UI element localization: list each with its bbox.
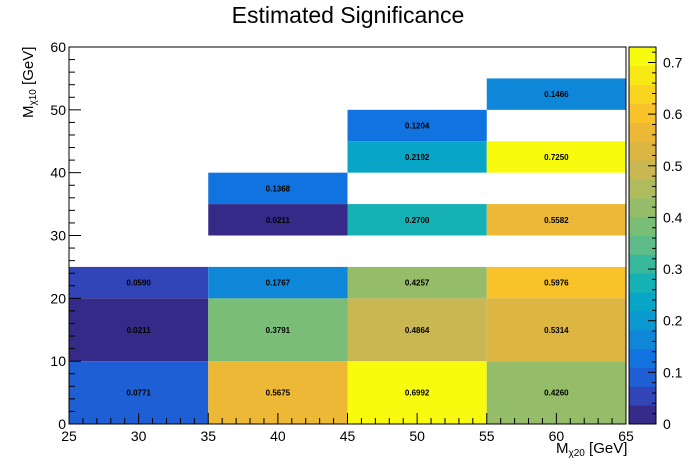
cell-label: 0.0590 — [126, 279, 151, 288]
cell-label: 0.4257 — [405, 279, 430, 288]
cell-label: 0.7250 — [544, 153, 569, 162]
colorbar-segment — [629, 197, 656, 218]
x-tick-label: 65 — [618, 428, 634, 444]
colorbar-segment — [629, 216, 656, 236]
colorbar-segment — [629, 329, 656, 350]
colorbar-segment — [629, 122, 656, 142]
colorbar-tick-label: 0.3 — [663, 261, 683, 277]
x-axis-label-main: M — [556, 440, 569, 457]
heatmap-cell — [486, 78, 626, 110]
colorbar-segment — [629, 160, 656, 180]
y-tick-label: 30 — [50, 228, 66, 244]
cell-label: 0.2192 — [405, 153, 430, 162]
y-tick-label: 50 — [50, 102, 66, 118]
colorbar-segment — [629, 273, 656, 293]
cell-label: 0.1466 — [544, 90, 569, 99]
cell-label: 0.1204 — [405, 122, 430, 131]
colorbar-tick-label: 0.4 — [663, 209, 683, 225]
heatmap-cell — [208, 298, 348, 362]
x-tick-label: 35 — [200, 428, 216, 444]
heatmap-cell — [69, 266, 209, 299]
colorbar-tick-label: 0.1 — [663, 364, 683, 380]
cell-label: 0.1368 — [266, 184, 291, 193]
cell-label: 0.3791 — [266, 326, 291, 335]
heatmap-cell — [486, 298, 626, 362]
cell-label: 0.5675 — [266, 389, 291, 398]
x-axis-label-unit: [GeV] — [584, 440, 628, 457]
colorbar-segment — [629, 47, 656, 67]
colorbar-segment — [629, 310, 656, 331]
x-tick-label: 40 — [270, 428, 286, 444]
x-tick-label: 50 — [409, 428, 425, 444]
y-tick-label: 60 — [50, 39, 66, 55]
colorbar-frame — [628, 46, 657, 425]
cell-label: 0.0211 — [266, 216, 291, 225]
colorbar-tick-label: 0.2 — [663, 313, 683, 329]
cell-label: 0.4260 — [544, 389, 569, 398]
heatmap-cell — [69, 298, 209, 362]
x-axis-label-sub: χ20 — [568, 448, 585, 459]
colorbar-segment — [629, 178, 656, 199]
heatmap-cell — [486, 266, 626, 299]
cell-label: 0.6992 — [405, 389, 430, 398]
heatmap-cell — [486, 141, 626, 173]
cell-label: 0.5976 — [544, 279, 569, 288]
cell-label: 0.4864 — [405, 326, 430, 335]
heatmap-cell — [486, 204, 626, 236]
colorbar-segment — [629, 84, 656, 105]
heatmap-cell — [208, 266, 348, 299]
x-tick-label: 25 — [61, 428, 77, 444]
heatmap-cell — [347, 298, 487, 362]
y-tick-label: 40 — [50, 165, 66, 181]
colorbar-segment — [629, 292, 656, 312]
colorbar-tick-label: 0.7 — [663, 54, 683, 70]
cell-label: 0.0211 — [127, 326, 152, 335]
cell-label: 0.0771 — [126, 389, 151, 398]
y-tick-label: 20 — [50, 290, 66, 306]
cell-label: 0.5582 — [544, 216, 569, 225]
colorbar-tick-label: 0 — [663, 416, 671, 432]
colorbar-tick-label: 0.5 — [663, 158, 683, 174]
x-tick-label: 30 — [131, 428, 147, 444]
colorbar-segment — [629, 405, 656, 425]
cell-label: 0.1767 — [266, 279, 291, 288]
colorbar-segment — [629, 348, 656, 368]
heatmap-cell — [347, 266, 487, 299]
colorbar-tick-label: 0.6 — [663, 106, 683, 122]
x-tick-label: 55 — [479, 428, 495, 444]
x-tick-label: 60 — [549, 428, 565, 444]
y-tick-label: 10 — [50, 353, 66, 369]
colorbar-segment — [629, 367, 656, 387]
cell-label: 0.2700 — [405, 216, 430, 225]
cell-label: 0.5314 — [544, 326, 569, 335]
y-tick-label: 0 — [58, 416, 66, 432]
colorbar-segment — [629, 141, 656, 161]
heatmap-cell — [208, 204, 348, 236]
colorbar-segment — [629, 65, 656, 86]
heatmap-cell — [347, 204, 487, 236]
colorbar-segment — [629, 103, 656, 123]
x-tick-label: 45 — [340, 428, 356, 444]
colorbar-segment — [629, 235, 656, 255]
heatmap-cell — [347, 141, 487, 173]
colorbar-segment — [629, 386, 656, 406]
colorbar-segment — [629, 254, 656, 274]
x-axis-label: Mχ20 [GeV] — [556, 440, 627, 459]
heatmap-cell — [208, 172, 348, 205]
heatmap-cell — [347, 109, 487, 142]
chart-title: Estimated Significance — [231, 2, 465, 28]
